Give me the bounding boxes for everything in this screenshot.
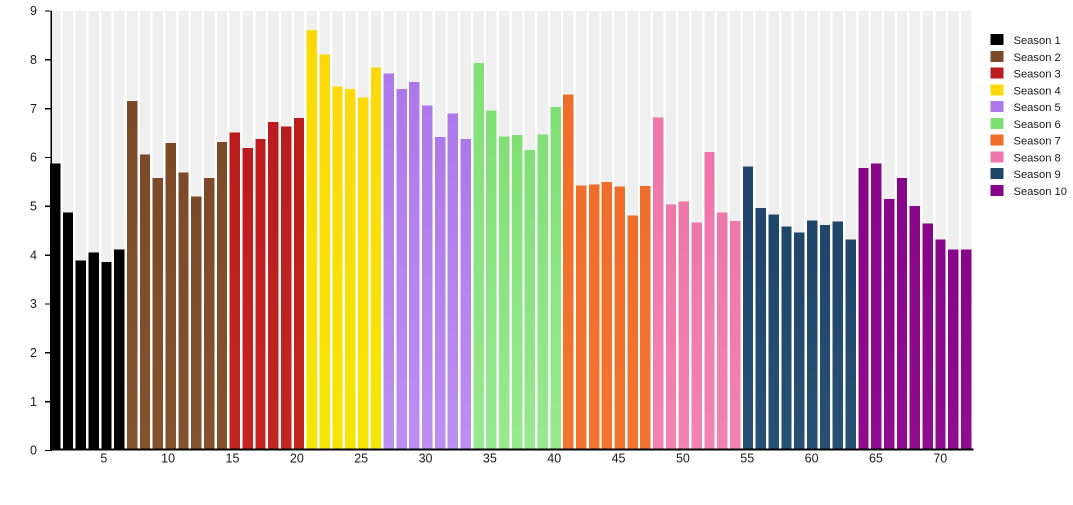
svg-text:Season 4: Season 4 <box>1014 85 1061 97</box>
svg-text:1: 1 <box>30 395 37 409</box>
svg-text:Season 9: Season 9 <box>1014 169 1061 181</box>
svg-text:5: 5 <box>30 200 37 214</box>
svg-text:7: 7 <box>30 102 37 116</box>
svg-text:70: 70 <box>933 452 947 466</box>
svg-text:Season 6: Season 6 <box>1014 119 1061 131</box>
svg-text:5: 5 <box>100 452 107 466</box>
svg-text:0: 0 <box>30 444 37 458</box>
svg-text:9: 9 <box>30 4 37 18</box>
svg-text:Season 2: Season 2 <box>1014 52 1061 64</box>
svg-text:20: 20 <box>290 452 304 466</box>
svg-text:3: 3 <box>30 297 37 311</box>
svg-text:Season 5: Season 5 <box>1014 102 1061 114</box>
svg-text:60: 60 <box>805 452 819 466</box>
svg-text:6: 6 <box>30 151 37 165</box>
svg-text:Season 3: Season 3 <box>1014 69 1061 81</box>
svg-text:35: 35 <box>483 452 497 466</box>
svg-text:Season 8: Season 8 <box>1014 152 1061 164</box>
svg-text:10: 10 <box>161 452 175 466</box>
svg-text:8: 8 <box>30 53 37 67</box>
svg-text:45: 45 <box>612 452 626 466</box>
svg-text:55: 55 <box>740 452 754 466</box>
svg-text:25: 25 <box>354 452 368 466</box>
svg-text:30: 30 <box>419 452 433 466</box>
svg-text:50: 50 <box>676 452 690 466</box>
svg-text:4: 4 <box>30 248 37 262</box>
svg-text:Season 1: Season 1 <box>1014 35 1061 47</box>
svg-text:Season 10: Season 10 <box>1014 186 1068 198</box>
svg-text:40: 40 <box>547 452 561 466</box>
svg-text:15: 15 <box>226 452 240 466</box>
svg-text:Season 7: Season 7 <box>1014 136 1061 148</box>
svg-text:65: 65 <box>869 452 883 466</box>
svg-text:2: 2 <box>30 346 37 360</box>
